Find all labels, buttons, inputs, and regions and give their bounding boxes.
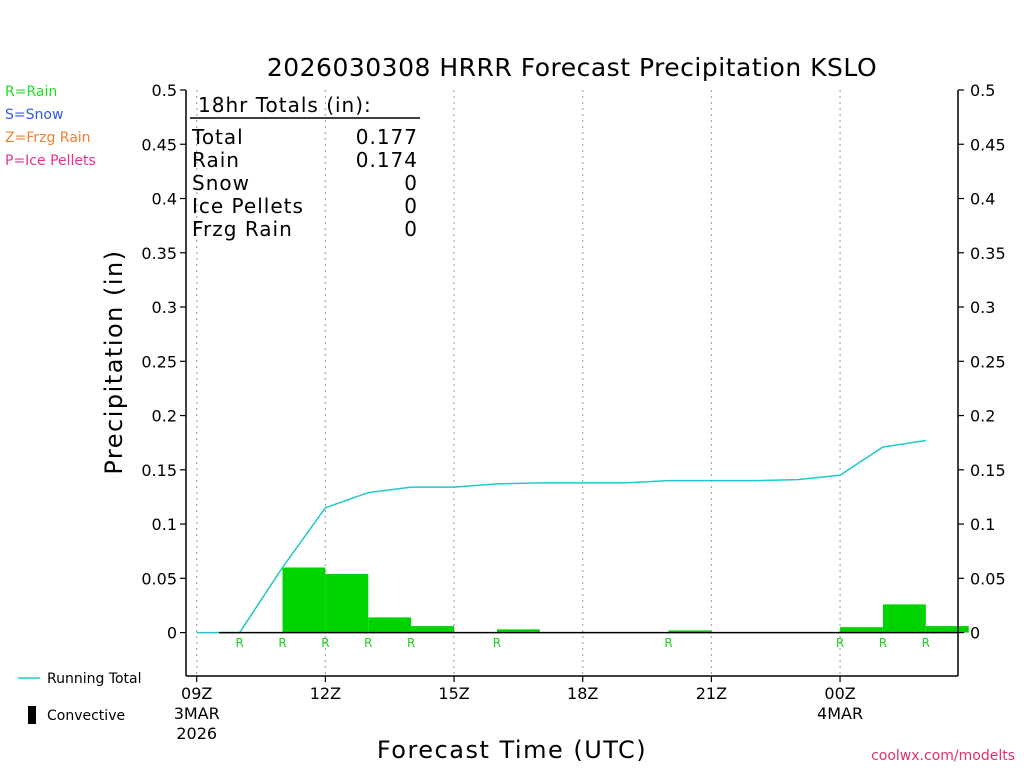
x-tick-date: 3MAR xyxy=(174,704,220,723)
x-tick-label: 15Z xyxy=(438,684,469,703)
series-legend: Running Total Convective xyxy=(18,671,142,724)
totals-label: Ice Pellets xyxy=(192,194,304,218)
y-tick-label: 0.35 xyxy=(141,244,177,263)
ptype-marker: R xyxy=(364,636,372,650)
ptype-marker: R xyxy=(922,636,930,650)
ptype-marker: R xyxy=(407,636,415,650)
y-tick-label: 0.5 xyxy=(152,81,177,100)
totals-box: 18hr Totals (in): Total 0.177 Rain 0.174 Sno… xyxy=(190,93,420,241)
totals-value: 0 xyxy=(404,171,418,195)
x-axis-title: Forecast Time (UTC) xyxy=(377,736,647,764)
totals-value: 0 xyxy=(404,194,418,218)
totals-rows: Total 0.177 Rain 0.174 Snow 0 Ice Pellets 0 Frzg… xyxy=(191,125,418,241)
chart-title: 2026030308 HRRR Forecast Precipitation K… xyxy=(267,53,877,82)
running-total-line xyxy=(196,439,926,634)
ptype-marker: R xyxy=(664,636,672,650)
y-tick-label: 0.2 xyxy=(970,407,995,426)
x-tick-date: 4MAR xyxy=(817,704,863,723)
y-tick-label: 0.15 xyxy=(970,461,1006,480)
y-tick-label: 0 xyxy=(970,624,980,643)
bar-series xyxy=(282,567,969,633)
legend-bar-swatch xyxy=(28,706,36,724)
axes xyxy=(180,89,964,682)
y-tick-label: 0.45 xyxy=(970,135,1006,154)
ptype-legend-item: Z=Frzg Rain xyxy=(5,130,91,146)
y-tick-label: 0.4 xyxy=(152,190,177,209)
ptype-marker: R xyxy=(493,636,501,650)
x-tick-label: 21Z xyxy=(696,684,727,703)
precip-bar xyxy=(668,630,712,633)
ptype-marker: R xyxy=(321,636,329,650)
ptype-legend-item: P=Ice Pellets xyxy=(5,153,96,169)
y-tick-label: 0.5 xyxy=(970,81,995,100)
precip-bar xyxy=(325,573,369,633)
tick-labels: 0.5 0.5 0.45 0.45 0.4 0.4 0.35 0.35 0.3 0.3 0.25 0.… xyxy=(141,81,1005,743)
grid-lines xyxy=(196,90,841,676)
credit-text: coolwx.com/modelts xyxy=(871,748,1015,764)
x-tick-label: 00Z xyxy=(824,684,855,703)
x-tick-label: 18Z xyxy=(567,684,598,703)
y-tick-label: 0.4 xyxy=(970,190,995,209)
totals-value: 0 xyxy=(404,217,418,241)
y-tick-label: 0.3 xyxy=(970,298,995,317)
running-total-series xyxy=(196,439,926,634)
ptype-marker: R xyxy=(879,636,887,650)
ptype-legend-item: S=Snow xyxy=(5,107,63,123)
totals-value: 0.174 xyxy=(356,148,418,172)
y-tick-label: 0.45 xyxy=(141,135,177,154)
ptype-legend-item: R=Rain xyxy=(5,84,57,100)
y-tick-label: 0.25 xyxy=(141,352,177,371)
legend-item-label: Running Total xyxy=(47,671,142,687)
y-tick-label: 0 xyxy=(167,624,177,643)
y-tick-label: 0.2 xyxy=(152,407,177,426)
totals-header: 18hr Totals (in): xyxy=(198,93,372,117)
precip-bar xyxy=(840,627,883,633)
precip-bar xyxy=(882,604,926,633)
totals-label: Frzg Rain xyxy=(192,217,293,241)
ptype-marker: R xyxy=(278,636,286,650)
y-tick-label: 0.1 xyxy=(152,515,177,534)
totals-label: Rain xyxy=(192,148,240,172)
y-tick-label: 0.05 xyxy=(141,569,177,588)
ptype-marker: R xyxy=(235,636,243,650)
totals-value: 0.177 xyxy=(356,125,418,149)
y-tick-label: 0.05 xyxy=(970,569,1006,588)
precip-bar xyxy=(496,629,540,633)
totals-label: Snow xyxy=(192,171,250,195)
ptype-marker: R xyxy=(836,636,844,650)
y-tick-label: 0.15 xyxy=(141,461,177,480)
x-tick-label: 09Z xyxy=(181,684,212,703)
precip-bar xyxy=(282,567,326,633)
y-tick-label: 0.1 xyxy=(970,515,995,534)
precip-bar xyxy=(368,617,412,633)
precip-bar xyxy=(925,626,969,633)
x-tick-label: 12Z xyxy=(310,684,341,703)
y-axis-title: Precipitation (in) xyxy=(100,249,128,474)
y-tick-label: 0.25 xyxy=(970,352,1006,371)
x-tick-year: 2026 xyxy=(176,724,217,743)
y-tick-label: 0.3 xyxy=(152,298,177,317)
ptype-legend: R=Rain S=Snow Z=Frzg Rain P=Ice Pellets xyxy=(5,84,96,169)
precip-bar xyxy=(411,626,455,633)
legend-item-label: Convective xyxy=(47,708,125,724)
y-tick-label: 0.35 xyxy=(970,244,1006,263)
totals-label: Total xyxy=(191,125,244,149)
